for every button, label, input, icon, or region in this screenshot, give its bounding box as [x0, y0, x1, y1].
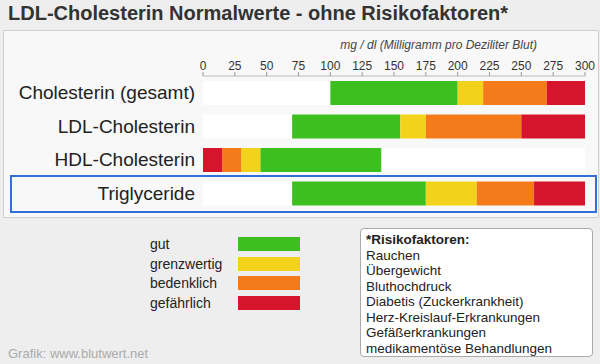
html-text:Bluthochdruck: Bluthochdruck: [366, 278, 452, 294]
html-text:grenzwertig: grenzwertig: [150, 255, 223, 272]
html-text:mg / dl (Milligramm pro Dezili: mg / dl (Milligramm pro Deziliter Blut): [340, 38, 537, 52]
svg-text:150: 150: [384, 59, 404, 73]
html-text:*Risikofaktoren:: *Risikofaktoren:: [366, 232, 470, 247]
html-text:bedenklich: bedenklich: [150, 275, 217, 291]
svg-text:Triglyceride: Triglyceride: [98, 183, 196, 204]
svg-text:HDL-Cholesterin: HDL-Cholesterin: [55, 149, 195, 170]
svg-text:LDL-Cholesterin: LDL-Cholesterin: [58, 116, 195, 137]
svg-text:75: 75: [292, 59, 306, 73]
html-text:gut: gut: [150, 236, 170, 252]
html-text:Herz-Kreislauf-Erkrankungen: Herz-Kreislauf-Erkrankungen: [366, 309, 541, 325]
svg-text:175: 175: [416, 59, 436, 73]
html-text:medikamentöse Behandlungen: medikamentöse Behandlungen: [366, 340, 553, 356]
html-text:Diabetis (Zuckerkrankheit): Diabetis (Zuckerkrankheit): [366, 294, 524, 309]
html-text:Gefäßerkrankungen: Gefäßerkrankungen: [366, 325, 487, 340]
html-text:Übergewicht: Übergewicht: [366, 263, 441, 278]
svg-text:250: 250: [511, 59, 531, 73]
svg-text:200: 200: [448, 59, 468, 73]
html-text:LDL-Cholesterin Normalwerte -: LDL-Cholesterin Normalwerte - ohne Risik…: [8, 2, 509, 24]
html-text:gefährlich: gefährlich: [150, 294, 211, 311]
svg-text:25: 25: [228, 59, 242, 73]
svg-text:0: 0: [200, 59, 207, 73]
html-text:Rauchen: Rauchen: [366, 247, 420, 263]
html-text:Grafik: www.blutwert.net: Grafik: www.blutwert.net: [8, 346, 149, 361]
svg-text:225: 225: [479, 59, 499, 73]
svg-text:300: 300: [575, 59, 592, 73]
svg-text:275: 275: [543, 59, 563, 73]
svg-text:Cholesterin (gesamt): Cholesterin (gesamt): [19, 82, 195, 103]
svg-text:100: 100: [320, 59, 340, 73]
svg-text:50: 50: [260, 59, 274, 73]
svg-text:125: 125: [352, 59, 372, 73]
